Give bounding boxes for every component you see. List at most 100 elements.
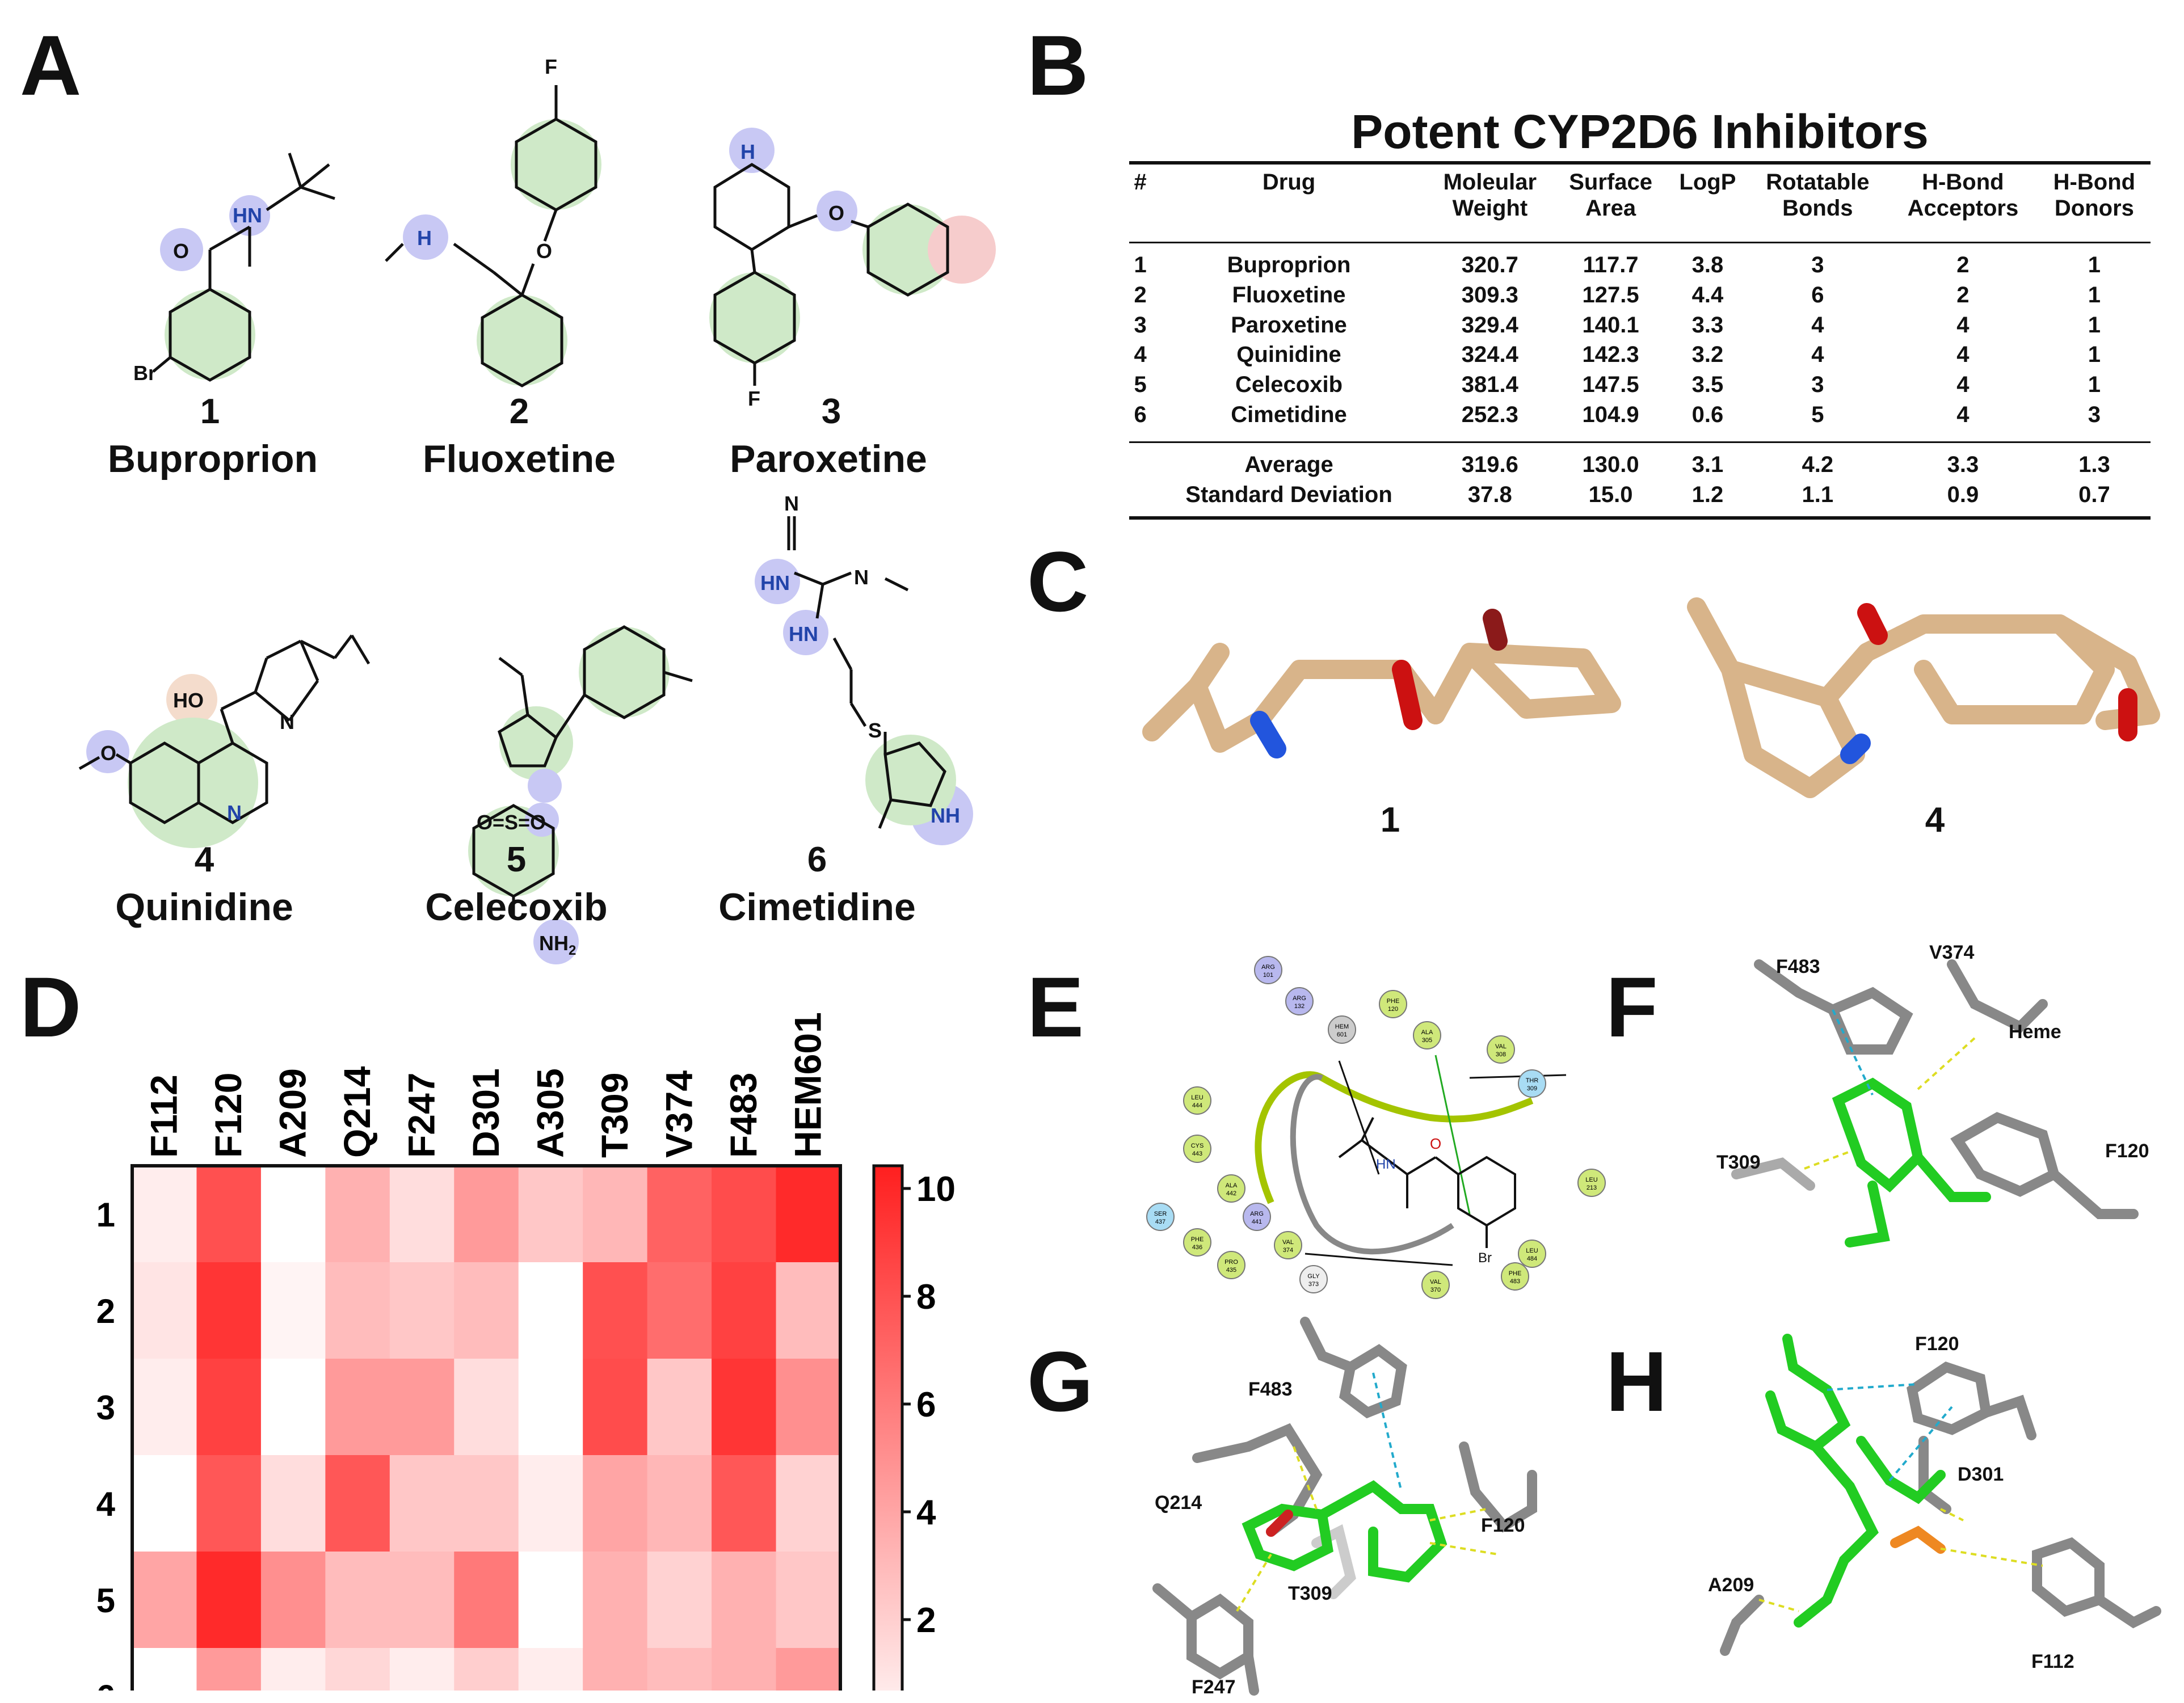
structure-fluoxetine (385, 85, 601, 387)
heatmap-cells (132, 1166, 841, 1691)
ligand-2d (1338, 1117, 1516, 1248)
atom-label: N (784, 492, 799, 515)
residue-node (1146, 1203, 1175, 1231)
table-cell: Celecoxib (1235, 372, 1343, 398)
panel-e-interaction-diagram: O HN Br ARG101ARG132HEM601PHE120ALA305VA… (1146, 956, 1606, 1299)
drug-name: Celecoxib (425, 886, 608, 929)
heatmap-cell (260, 1359, 326, 1456)
residue-node (1518, 1069, 1546, 1098)
table-row: 2 Fluoxetine 309.3 127.5 4.4 6 2 1 (1129, 280, 2151, 310)
residue-name: ALA (1421, 1029, 1433, 1036)
atom-label: NH (931, 804, 960, 827)
table-header-cell: Surface Area (1569, 170, 1652, 221)
heatmap-cell (518, 1648, 583, 1691)
atom-label: N (227, 801, 242, 824)
atom-label: N (854, 566, 869, 589)
table-cell: 3 (1811, 372, 1824, 398)
heatmap-cell (325, 1648, 390, 1691)
atom-label: HN (1376, 1157, 1396, 1172)
table-cell: 1 (2088, 342, 2101, 368)
y-tick-label: 5 (96, 1582, 115, 1620)
table-cell: 0.9 (1947, 482, 1979, 507)
table-cell: 37.8 (1467, 482, 1512, 507)
heatmap-cell (454, 1455, 519, 1552)
heatmap-cell (647, 1262, 712, 1359)
table-cell: 3.8 (1691, 252, 1724, 277)
table-cell: 252.3 (1461, 402, 1518, 427)
y-tick-label: 6 (96, 1678, 115, 1691)
table-cell: Fluoxetine (1232, 282, 1346, 307)
y-tick-label: 2 (96, 1292, 115, 1330)
panel-label-g: G (1027, 1334, 1093, 1429)
table-row: 3 Paroxetine 329.4 140.1 3.3 4 4 1 (1129, 310, 2151, 340)
residue-node (1217, 1174, 1245, 1203)
structure-quinidine (78, 634, 371, 848)
heatmap-cell (196, 1262, 262, 1359)
panel-g-binding-pose: F483 Q214 F120 T309 F247 (1152, 1317, 1537, 1698)
table-cell: 4 (1956, 402, 1970, 427)
atom-label: NH2 (539, 931, 576, 958)
x-tick-label: F247 (401, 1073, 443, 1158)
drug-number: 4 (194, 840, 214, 879)
residue-name: LEU (1526, 1247, 1538, 1254)
table-cell: 2 (1956, 282, 1970, 307)
residue-number: 308 (1496, 1051, 1506, 1058)
atom-label: F (545, 55, 557, 78)
residue-label: F483 (1248, 1379, 1293, 1400)
residue-number: 442 (1226, 1190, 1236, 1197)
heatmap-cell (132, 1648, 197, 1691)
heatmap-cell (518, 1359, 583, 1456)
table-cell: 2 (1956, 252, 1970, 277)
heatmap-cell (260, 1455, 326, 1552)
atom-label: Br (133, 361, 156, 385)
residue-number: 483 (1510, 1278, 1520, 1285)
table-header-cell: Moleular Weight (1443, 170, 1537, 221)
table-row: 4 Quinidine 324.4 142.3 3.2 4 4 1 (1129, 340, 2151, 370)
colorbar-tick-label: 10 (916, 1170, 956, 1209)
residue-name: PRO (1224, 1259, 1238, 1266)
table-row: 6 Cimetidine 252.3 104.9 0.6 5 4 3 (1129, 400, 2151, 442)
heatmap-cell (712, 1552, 777, 1649)
heatmap-cell (518, 1552, 583, 1649)
heatmap-cell (325, 1166, 390, 1263)
residue-number: 443 (1192, 1150, 1202, 1157)
heatmap-cell (583, 1455, 648, 1552)
drug-name: Cimetidine (718, 886, 916, 929)
drug-name: Buproprion (107, 437, 318, 480)
heatmap-cell (196, 1359, 262, 1456)
residue-name: VAL (1495, 1043, 1507, 1050)
colorbar-tick-label: 4 (916, 1493, 936, 1532)
table-header-cell: Rotatable Bonds (1766, 170, 1870, 221)
heatmap-cell (454, 1359, 519, 1456)
heatmap-cell (132, 1552, 197, 1649)
conformer-label: 4 (1925, 800, 1945, 840)
residue-number: 305 (1422, 1037, 1432, 1044)
table-cell: 1 (2088, 312, 2101, 338)
atom-label: HN (233, 204, 262, 227)
residue-number: 441 (1252, 1219, 1262, 1225)
residue-name: GLY (1307, 1273, 1320, 1280)
residue-name: THR (1526, 1077, 1539, 1084)
atom-label: N (280, 710, 294, 734)
drug-name: Fluoxetine (422, 437, 616, 480)
residue-number: 484 (1527, 1255, 1537, 1262)
atom-label: O (828, 201, 844, 225)
atom-label: H (417, 226, 432, 250)
table-cell: 3.5 (1691, 372, 1724, 398)
table-cell: 3 (1134, 312, 1147, 338)
residue-label: F483 (1776, 956, 1820, 977)
residue-label: A209 (1708, 1574, 1754, 1596)
heatmap-cell (518, 1262, 583, 1359)
panel-label-b: B (1027, 18, 1089, 113)
residue-number: 444 (1192, 1102, 1202, 1109)
residue-label: F120 (1915, 1333, 1959, 1355)
residue-number: 309 (1527, 1085, 1537, 1092)
atom-label: F (748, 387, 760, 410)
heatmap-cell (389, 1359, 455, 1456)
table-cell: 1.2 (1691, 482, 1724, 507)
residue-label: Q214 (1155, 1492, 1202, 1514)
table-cell: 104.9 (1582, 402, 1639, 427)
heatmap-cell (389, 1648, 455, 1691)
residue-label: F120 (2105, 1140, 2149, 1162)
residue-name: PHE (1509, 1270, 1522, 1277)
